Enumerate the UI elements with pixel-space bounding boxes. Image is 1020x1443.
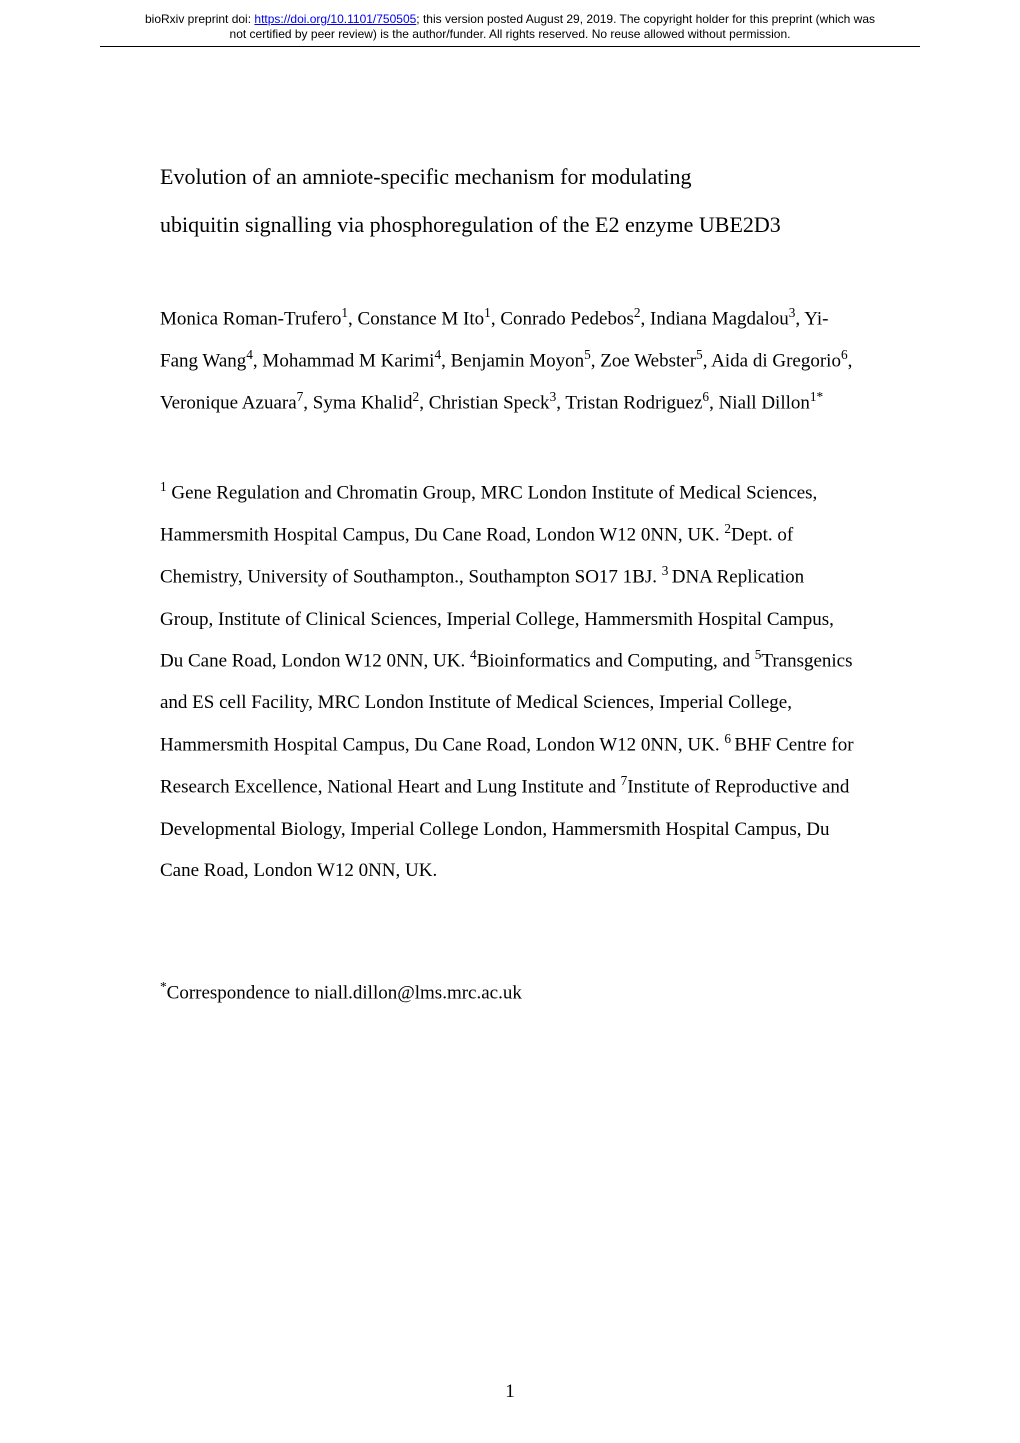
affiliations-block: 1 Gene Regulation and Chromatin Group, M…	[160, 472, 860, 892]
preprint-header: bioRxiv preprint doi: https://doi.org/10…	[0, 0, 1020, 53]
correspondence-block: *Correspondence to niall.dillon@lms.mrc.…	[160, 972, 860, 1014]
title-line-2: ubiquitin signalling via phosphoregulati…	[160, 201, 860, 249]
title-line-1: Evolution of an amniote-specific mechani…	[160, 153, 860, 201]
preprint-header-line2: not certified by peer review) is the aut…	[40, 27, 980, 42]
preprint-prefix: bioRxiv preprint doi:	[145, 12, 254, 26]
paper-title: Evolution of an amniote-specific mechani…	[160, 153, 860, 250]
authors-block: Monica Roman-Trufero1, Constance M Ito1,…	[160, 298, 860, 424]
page-number: 1	[0, 1381, 1020, 1403]
page-content: Evolution of an amniote-specific mechani…	[0, 53, 1020, 1014]
doi-link[interactable]: https://doi.org/10.1101/750505	[254, 12, 416, 26]
preprint-line1-suffix: ; this version posted August 29, 2019. T…	[416, 12, 875, 26]
preprint-header-line1: bioRxiv preprint doi: https://doi.org/10…	[40, 12, 980, 27]
header-divider	[100, 46, 920, 47]
